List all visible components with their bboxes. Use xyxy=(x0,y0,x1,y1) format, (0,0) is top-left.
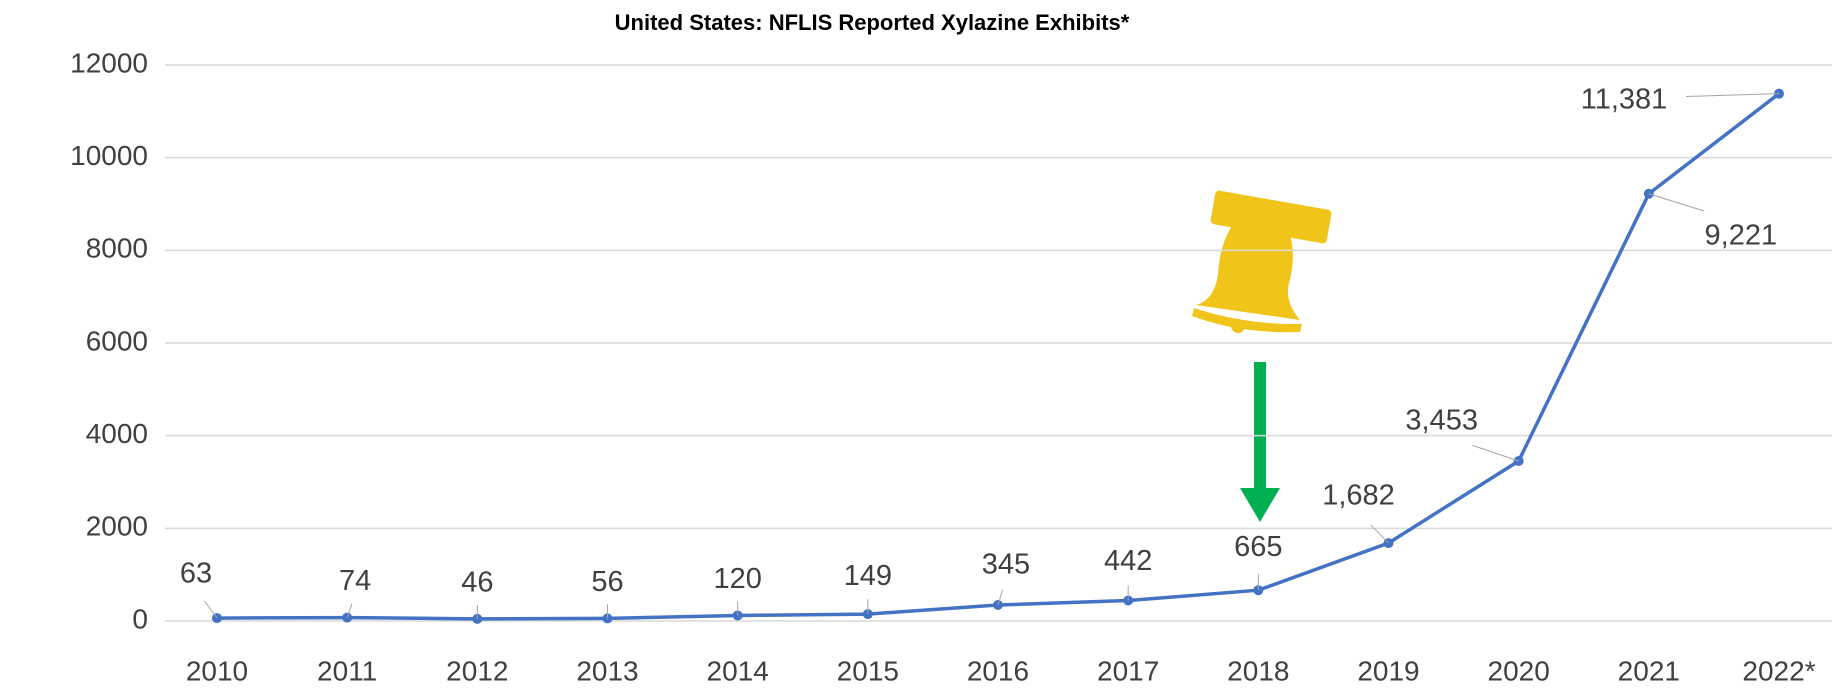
leader-line xyxy=(1472,444,1519,462)
y-tick-label: 10000 xyxy=(70,140,148,171)
x-tick-label: 2013 xyxy=(576,655,638,686)
data-label: 3,453 xyxy=(1405,405,1478,437)
x-tick-label: 2012 xyxy=(446,655,508,686)
x-tick-label: 2015 xyxy=(837,655,899,686)
x-tick-label: 2021 xyxy=(1618,655,1680,686)
x-tick-label: 2020 xyxy=(1488,655,1550,686)
y-tick-label: 12000 xyxy=(70,47,148,78)
data-label: 11,381 xyxy=(1581,83,1668,115)
data-label: 345 xyxy=(982,549,1030,581)
x-tick-label: 2022* xyxy=(1742,655,1815,686)
y-tick-label: 6000 xyxy=(86,325,148,356)
x-tick-label: 2019 xyxy=(1357,655,1419,686)
x-tick-label: 2016 xyxy=(967,655,1029,686)
y-tick-label: 0 xyxy=(132,603,148,634)
data-label: 665 xyxy=(1234,531,1282,563)
data-label: 46 xyxy=(461,567,493,599)
bell-icon xyxy=(1192,190,1332,333)
x-tick-label: 2010 xyxy=(186,655,248,686)
leader-line xyxy=(1685,93,1780,97)
data-label: 149 xyxy=(844,560,892,592)
data-label: 56 xyxy=(591,566,623,598)
y-tick-label: 4000 xyxy=(86,418,148,449)
data-line xyxy=(216,92,1781,621)
data-label: 442 xyxy=(1104,545,1152,577)
leader-line xyxy=(1370,524,1389,544)
data-label: 74 xyxy=(339,565,371,597)
arrow xyxy=(1240,362,1280,522)
x-tick-label: 2014 xyxy=(707,655,769,686)
leader-line xyxy=(346,603,353,618)
y-tick-label: 8000 xyxy=(86,233,148,264)
x-tick-label: 2018 xyxy=(1227,655,1289,686)
leader-line xyxy=(1648,193,1705,212)
y-tick-label: 2000 xyxy=(86,511,148,542)
x-tick-label: 2017 xyxy=(1097,655,1159,686)
x-tick-label: 2011 xyxy=(317,655,377,686)
data-label: 63 xyxy=(180,558,212,590)
chart-title: United States: NFLIS Reported Xylazine E… xyxy=(615,10,1130,35)
data-label: 1,682 xyxy=(1322,480,1395,512)
data-label: 120 xyxy=(713,563,761,595)
data-label: 9,221 xyxy=(1705,219,1778,251)
leader-line xyxy=(997,589,1004,606)
leader-line xyxy=(203,600,218,619)
